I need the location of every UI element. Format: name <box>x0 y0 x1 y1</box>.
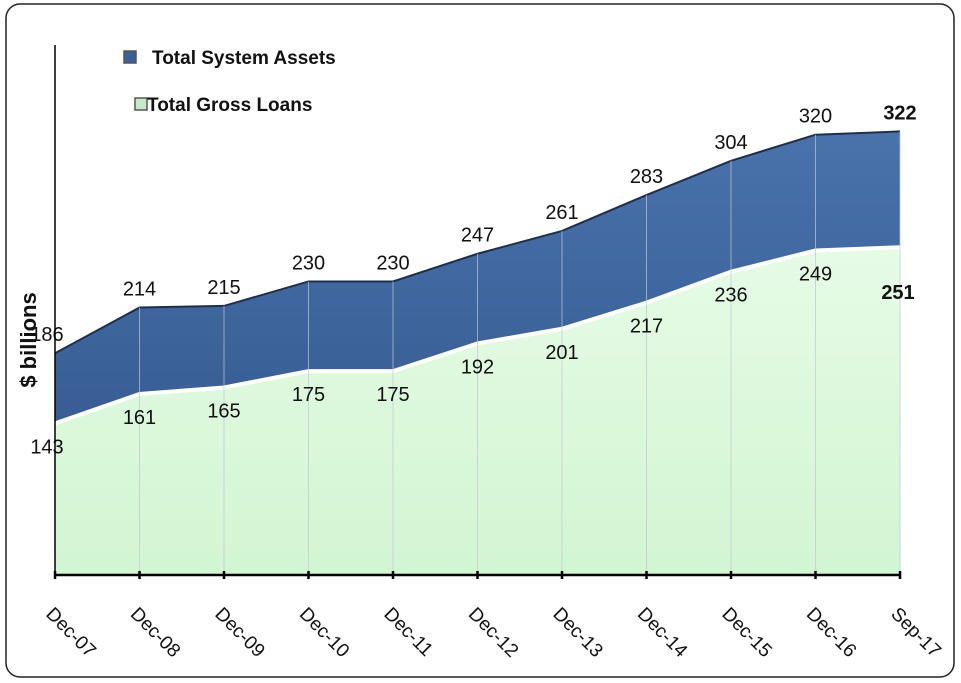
data-label: 175 <box>376 384 409 406</box>
data-label: 283 <box>630 166 663 188</box>
data-label: 186 <box>30 324 63 346</box>
data-label: 161 <box>123 407 156 429</box>
data-label: 236 <box>714 285 747 307</box>
data-label: 217 <box>630 316 663 338</box>
data-label: 249 <box>799 263 832 285</box>
data-label: 192 <box>461 356 494 378</box>
legend-swatch <box>123 50 137 64</box>
data-label: 230 <box>376 252 409 274</box>
data-label: 215 <box>207 277 240 299</box>
data-label: 261 <box>545 202 578 224</box>
data-label: 214 <box>123 279 156 301</box>
data-label: 175 <box>292 384 325 406</box>
data-label: 230 <box>292 252 325 274</box>
legend-swatch <box>134 97 148 111</box>
area-edge <box>54 130 901 355</box>
y-axis-label: $ billions <box>16 292 41 387</box>
data-label: 320 <box>799 106 832 128</box>
legend-label: Total System Assets <box>152 48 336 69</box>
data-label: 143 <box>30 436 63 458</box>
data-label: 322 <box>883 102 916 124</box>
legend-label: Total Gross Loans <box>147 95 312 116</box>
data-label: 165 <box>207 400 240 422</box>
data-label: 201 <box>545 342 578 364</box>
data-label: 247 <box>461 225 494 247</box>
data-label: 304 <box>714 132 747 154</box>
data-label: 251 <box>881 282 914 304</box>
